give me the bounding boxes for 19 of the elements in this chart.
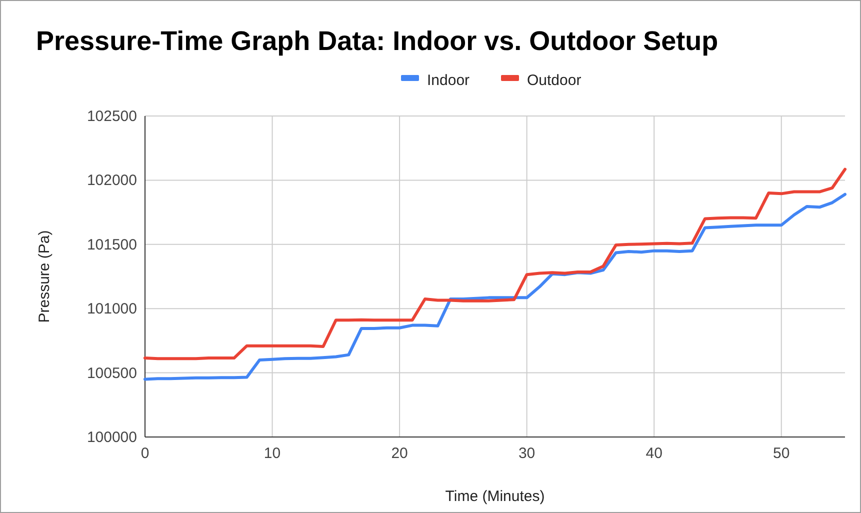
chart-title: Pressure-Time Graph Data: Indoor vs. Outdoor Setup [36,26,718,56]
x-tick-label: 40 [646,445,662,462]
line-series [144,168,846,360]
y-axis-title: Pressure (Pa) [36,230,53,323]
y-tick-label: 102500 [86,108,137,125]
x-axis-title: Time (Minutes) [445,488,545,505]
x-tick-label: 30 [518,445,536,462]
legend-label: Outdoor [527,72,582,89]
y-tick-label: 101500 [86,236,137,254]
x-tick-label: 20 [391,445,408,462]
x-tick-label: 0 [140,445,150,462]
y-tick-label: 100000 [86,429,137,446]
x-tick-label: 10 [264,445,281,462]
x-tick-label: 50 [773,445,790,462]
y-tick-label: 102000 [86,172,137,190]
y-tick-label: 101000 [86,300,137,318]
legend-label: Indoor [427,72,470,89]
line-series [144,192,846,381]
y-tick-label: 100500 [86,364,137,382]
